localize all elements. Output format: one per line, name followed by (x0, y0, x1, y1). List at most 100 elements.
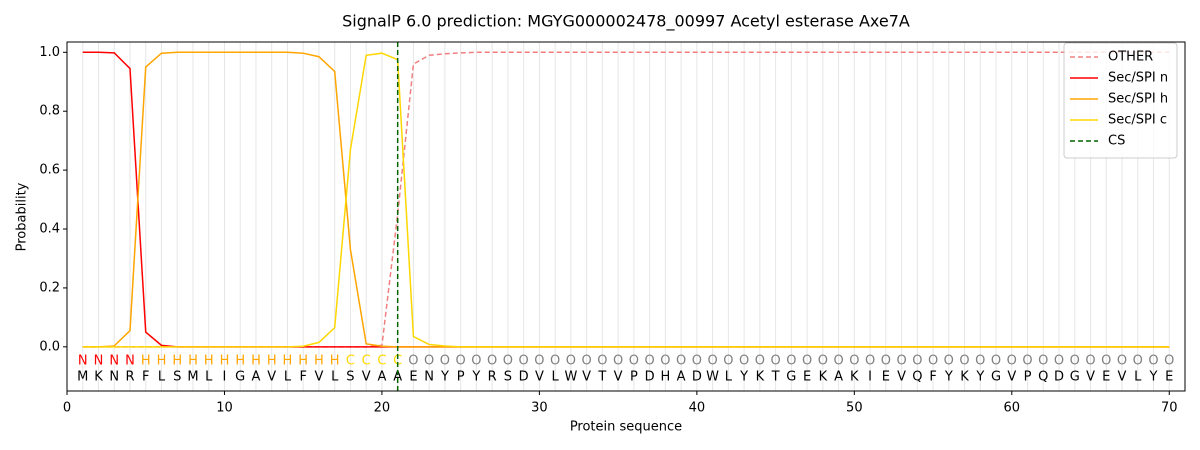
residue-label: O (534, 354, 544, 369)
residue: K (94, 370, 103, 385)
residue: E (803, 370, 811, 385)
residue-label: O (424, 354, 434, 369)
residue-label: N (109, 354, 119, 369)
x-tick-label: 60 (1004, 401, 1021, 416)
residue-label: H (251, 354, 261, 369)
y-axis-label: Probability (15, 182, 30, 251)
residue-label: O (1117, 354, 1127, 369)
residue: L (552, 370, 560, 385)
residue: N (109, 370, 119, 385)
x-tick-label: 20 (374, 401, 391, 416)
residue-label: O (818, 354, 828, 369)
residue: V (1007, 370, 1016, 385)
residue: W (706, 370, 719, 385)
residue-label: C (377, 354, 386, 369)
residue-label: O (991, 354, 1001, 369)
residue-label: O (503, 354, 513, 369)
residue: I (223, 370, 227, 385)
legend-label: Sec/SPI h (1108, 92, 1168, 107)
residue: A (252, 370, 261, 385)
residue: Q (912, 370, 922, 385)
legend-label: OTHER (1108, 50, 1153, 65)
residue: L (158, 370, 166, 385)
residue: D (692, 370, 702, 385)
y-tick-label: 0.2 (39, 280, 60, 295)
residue-label: O (802, 354, 812, 369)
residue-label: N (94, 354, 104, 369)
residue-label: C (346, 354, 355, 369)
plot-frame (66, 41, 1186, 392)
residue-label: H (188, 354, 198, 369)
residue: N (424, 370, 434, 385)
residue: P (630, 370, 638, 385)
residue: G (235, 370, 245, 385)
residue: S (173, 370, 181, 385)
residue: G (1070, 370, 1080, 385)
chart-title: SignalP 6.0 prediction: MGYG000002478_00… (342, 12, 910, 32)
residue: A (834, 370, 843, 385)
residue-label: O (676, 354, 686, 369)
residue-label: O (613, 354, 623, 369)
residue-label: O (471, 354, 481, 369)
residue-label: O (456, 354, 466, 369)
residue-label: O (881, 354, 891, 369)
residue: S (346, 370, 354, 385)
y-tick-label: 1.0 (39, 45, 60, 60)
residue: D (645, 370, 655, 385)
residue: K (850, 370, 859, 385)
residue: F (929, 370, 936, 385)
x-tick-label: 70 (1161, 401, 1178, 416)
residue-label: O (1022, 354, 1032, 369)
legend: OTHER Sec/SPI n Sec/SPI h Sec/SPI c CS (1063, 42, 1178, 159)
residue-label: O (660, 354, 670, 369)
residue: E (409, 370, 417, 385)
residue: T (771, 370, 780, 385)
residue-label: C (362, 354, 371, 369)
residue-label: O (629, 354, 639, 369)
residue-label: N (78, 354, 88, 369)
residue-label: O (597, 354, 607, 369)
residue: V (1118, 370, 1127, 385)
residue-label: O (975, 354, 985, 369)
x-tick-label: 50 (846, 401, 863, 416)
x-tick-label: 10 (216, 401, 233, 416)
residue-label: O (692, 354, 702, 369)
residue-label: O (739, 354, 749, 369)
y-tick-label: 0.0 (39, 339, 60, 354)
y-tick-label: 0.8 (39, 104, 60, 119)
residue-label: O (928, 354, 938, 369)
residue-label: C (393, 354, 402, 369)
residue: T (597, 370, 606, 385)
residue-label: O (833, 354, 843, 369)
residue-label: H (220, 354, 230, 369)
residue: Y (739, 370, 748, 385)
x-tick-label: 0 (63, 401, 71, 416)
residue-label: O (1085, 354, 1095, 369)
residue-label: O (1038, 354, 1048, 369)
residue: Y (471, 370, 480, 385)
residue: Y (944, 370, 953, 385)
residue: Y (440, 370, 449, 385)
residue: W (564, 370, 577, 385)
residue-label: H (283, 354, 293, 369)
residue: Q (1038, 370, 1048, 385)
residue: R (488, 370, 497, 385)
residue-label: O (582, 354, 592, 369)
x-axis-label: Protein sequence (570, 420, 682, 435)
residue: P (1024, 370, 1032, 385)
residue: V (267, 370, 276, 385)
residue-label: O (944, 354, 954, 369)
residue-label: O (1007, 354, 1017, 369)
series-line (82, 51, 1170, 348)
residue-label: O (440, 354, 450, 369)
residue: L (1134, 370, 1142, 385)
residue-label: H (204, 354, 214, 369)
residue: K (756, 370, 765, 385)
residue-label: H (267, 354, 277, 369)
residue: E (1165, 370, 1173, 385)
residue-label: H (235, 354, 245, 369)
residue-label: O (865, 354, 875, 369)
residue: A (393, 370, 402, 385)
residue: K (960, 370, 969, 385)
residue-label: O (1148, 354, 1158, 369)
